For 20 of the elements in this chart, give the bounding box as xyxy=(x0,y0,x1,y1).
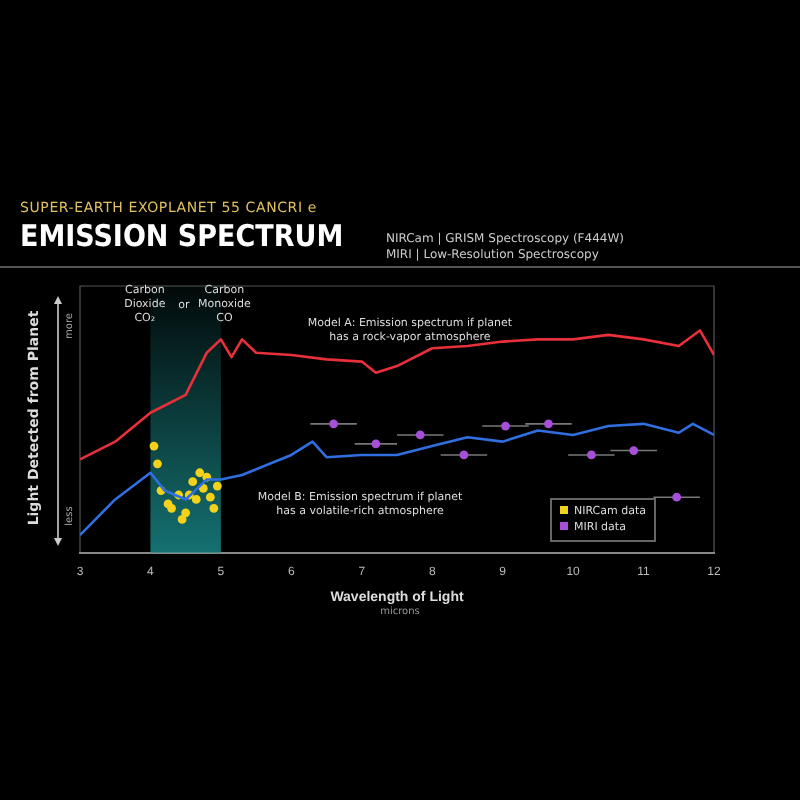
point xyxy=(329,419,338,429)
point xyxy=(587,450,596,460)
point xyxy=(153,459,162,469)
point xyxy=(195,468,205,478)
point xyxy=(672,492,682,502)
point xyxy=(212,481,222,491)
chart-title: EMISSION SPECTRUM xyxy=(20,218,344,254)
point xyxy=(181,508,191,518)
point xyxy=(629,446,639,455)
point xyxy=(544,419,553,429)
point xyxy=(191,495,201,504)
point xyxy=(149,441,159,451)
point xyxy=(371,439,381,449)
point xyxy=(177,515,187,524)
point xyxy=(415,430,425,440)
point xyxy=(205,492,215,502)
point xyxy=(188,477,198,487)
point xyxy=(459,450,469,460)
point xyxy=(209,503,219,513)
point xyxy=(501,421,510,431)
